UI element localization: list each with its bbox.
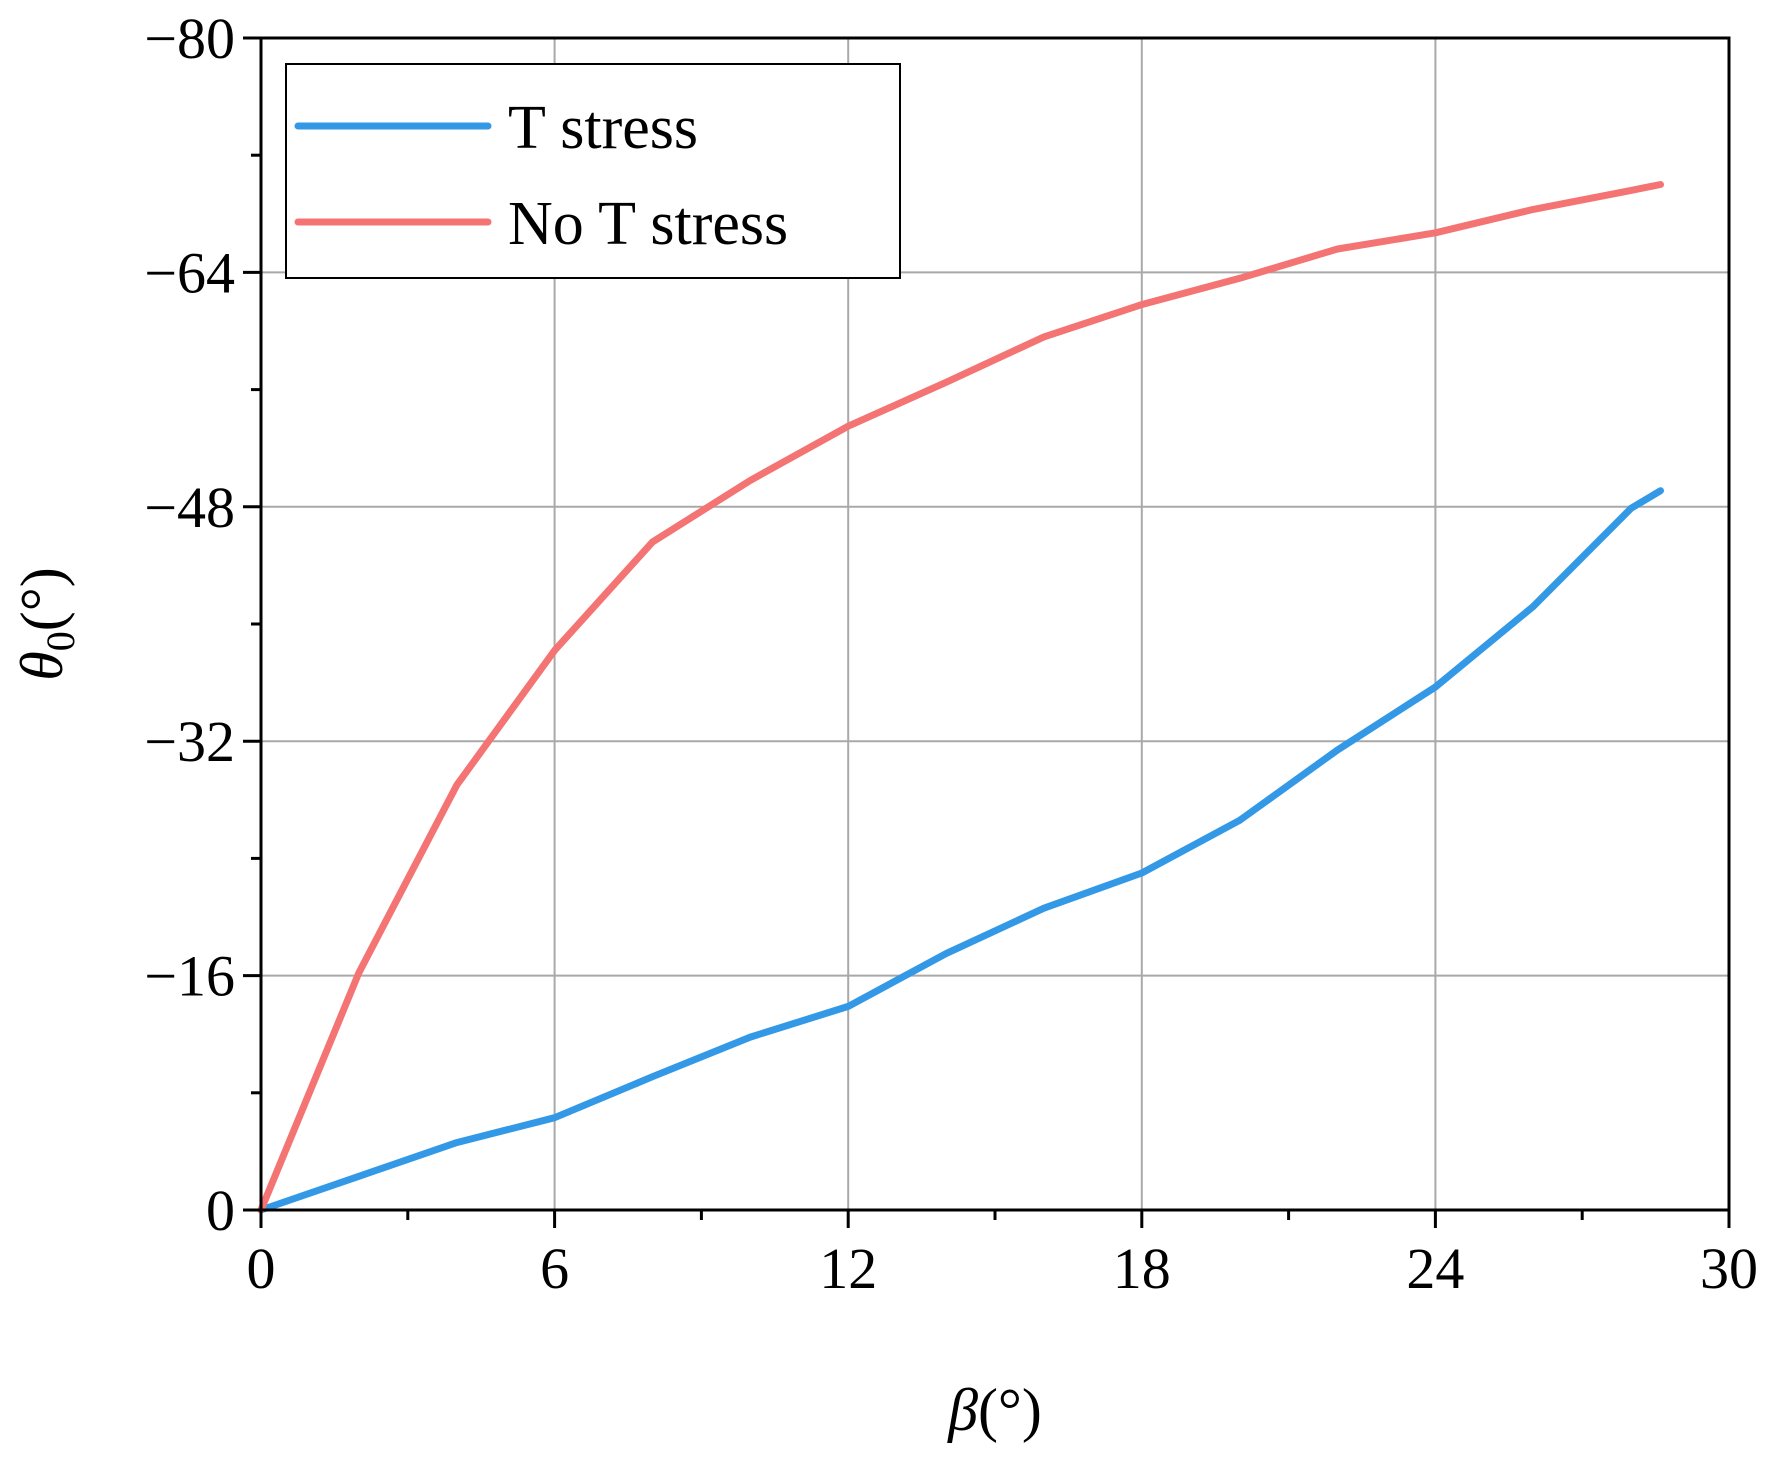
x-axis-title: β(°): [947, 1377, 1042, 1443]
x-tick-label: 24: [1406, 1236, 1464, 1301]
legend-label-t-stress: T stress: [508, 94, 698, 162]
ticks: [243, 36, 1731, 1228]
y-tick-label: −48: [144, 475, 235, 540]
y-tick-label: −32: [144, 709, 235, 774]
series-line-no-t-stress: [257, 181, 1664, 1214]
series-line-t-stress: [257, 487, 1664, 1214]
x-tick-label: 0: [247, 1236, 276, 1301]
y-axis-subscript: 0: [38, 631, 83, 651]
x-tick-label: 6: [540, 1236, 569, 1301]
tick-labels: 0 6 12 18 24 30 0 −16 −32 −48 −64 −80: [144, 6, 1758, 1301]
y-tick-label: −16: [144, 944, 235, 1009]
y-axis-symbol: θ: [9, 651, 75, 680]
x-axis-unit: (°): [978, 1377, 1042, 1443]
y-axis-title: θ0(°): [9, 567, 83, 680]
x-tick-label: 12: [819, 1236, 877, 1301]
x-axis-symbol: β: [947, 1377, 978, 1443]
y-tick-label: −80: [144, 6, 235, 71]
y-tick-label: 0: [206, 1178, 235, 1243]
series-layer: [257, 181, 1664, 1214]
legend-box: [285, 63, 901, 279]
y-tick-label: −64: [144, 240, 235, 305]
legend-label-no-t-stress: No T stress: [508, 190, 788, 258]
x-tick-label: 30: [1700, 1236, 1758, 1301]
legend: T stress No T stress: [285, 63, 901, 279]
x-tick-label: 18: [1113, 1236, 1171, 1301]
y-axis-unit: (°): [9, 567, 75, 631]
